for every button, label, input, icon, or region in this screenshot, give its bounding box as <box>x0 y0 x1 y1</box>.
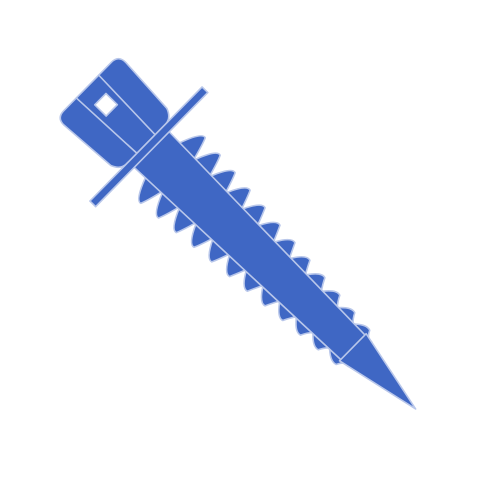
hex-head <box>59 57 170 169</box>
screw-shank <box>131 129 373 368</box>
washer-flange <box>89 86 209 208</box>
hex-head-facets <box>75 74 156 154</box>
screw-tip <box>338 332 417 410</box>
head-slot <box>93 92 119 117</box>
